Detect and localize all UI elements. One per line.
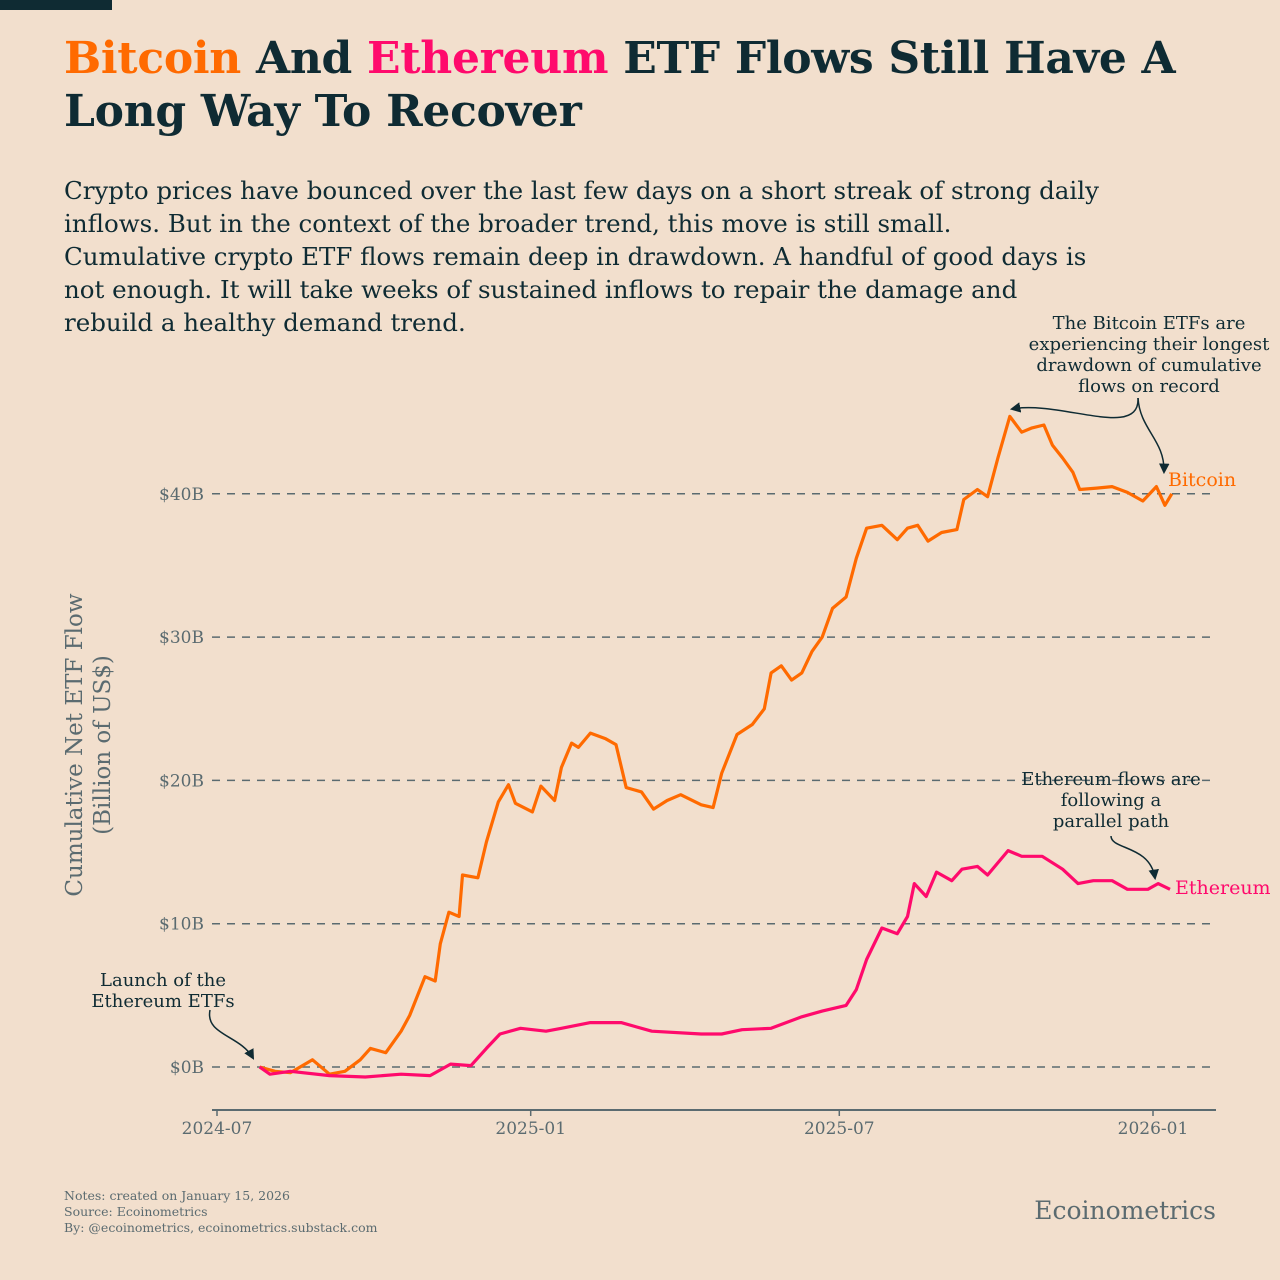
y-tick-label: $30B	[159, 628, 204, 648]
annotation-btc-drawdown: flows on record	[1078, 376, 1220, 397]
title-and: And	[240, 33, 368, 84]
notes-source: Source: Ecoinometrics	[64, 1204, 208, 1219]
footer-notes: Notes: created on January 15, 2026 Sourc…	[64, 1188, 377, 1236]
subtitle: Crypto prices have bounced over the last…	[64, 174, 1184, 339]
y-tick-label: $40B	[159, 485, 204, 505]
x-tick-label: 2024-07	[182, 1119, 253, 1139]
annotation-eth-path: Ethereum flows are	[1021, 769, 1200, 790]
annotation-eth-launch: Ethereum ETFs	[91, 991, 234, 1012]
notes-created: Notes: created on January 15, 2026	[64, 1188, 290, 1203]
legend-bitcoin: Bitcoin	[1168, 469, 1236, 491]
x-tick-label: 2025-07	[804, 1119, 875, 1139]
y-axis-label-line2: (Billion of US$)	[90, 655, 116, 835]
annotation-eth-path: parallel path	[1053, 811, 1170, 832]
subtitle-line: Cumulative crypto ETF flows remain deep …	[64, 242, 1087, 271]
eth-path-arrow	[1110, 835, 1159, 881]
annotation-btc-drawdown: The Bitcoin ETFs are	[1053, 313, 1246, 334]
subtitle-line: not enough. It will take weeks of sustai…	[64, 275, 1018, 304]
x-tick-label: 2026-01	[1118, 1119, 1189, 1139]
y-tick-label: $10B	[159, 915, 204, 935]
subtitle-line: rebuild a healthy demand trend.	[64, 308, 466, 337]
title-bitcoin: Bitcoin	[64, 33, 241, 84]
y-axis-label-line1: Cumulative Net ETF Flow	[62, 593, 88, 896]
brand-logo: Ecoinometrics	[1034, 1196, 1216, 1225]
annotation-btc-drawdown: experiencing their longest	[1029, 334, 1270, 355]
subtitle-line: Crypto prices have bounced over the last…	[64, 176, 1099, 205]
series-line-ethereum	[258, 848, 1171, 1079]
page-title: Bitcoin And Ethereum ETF Flows Still Hav…	[64, 32, 1244, 138]
btc-peak-arrow	[1009, 397, 1139, 419]
y-tick-label: $0B	[170, 1058, 204, 1078]
title-ethereum: Ethereum	[367, 33, 609, 84]
x-tick-label: 2025-01	[495, 1119, 566, 1139]
subtitle-line: inflows. But in the context of the broad…	[64, 209, 952, 238]
btc-current-arrow	[1137, 397, 1170, 475]
eth-launch-arrow	[208, 1009, 255, 1060]
series-line-bitcoin	[259, 414, 1174, 1076]
title-rest: ETF Flows Still Have A Long Way To Recov…	[64, 33, 1176, 137]
y-tick-label: $20B	[159, 771, 204, 791]
annotation-btc-drawdown: drawdown of cumulative	[1036, 355, 1261, 376]
annotation-eth-launch: Launch of the	[100, 970, 226, 991]
legend-ethereum: Ethereum	[1175, 877, 1271, 899]
annotation-eth-path: following a	[1061, 790, 1162, 811]
top-accent-bar	[0, 0, 112, 10]
notes-by: By: @ecoinometrics, ecoinometrics.substa…	[64, 1220, 378, 1235]
